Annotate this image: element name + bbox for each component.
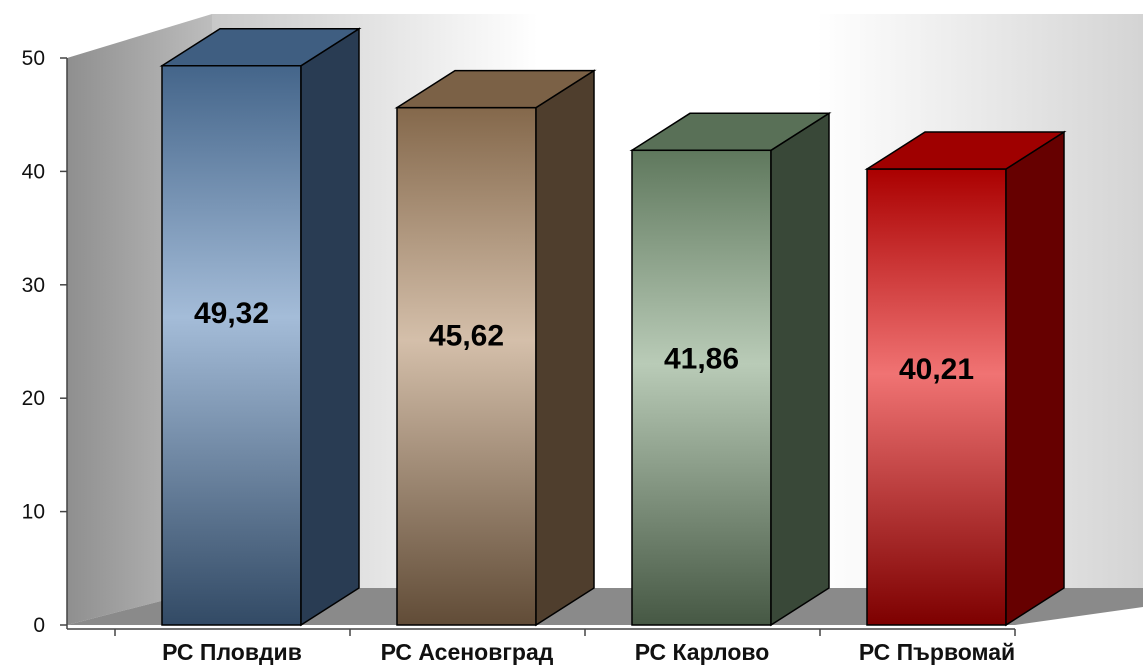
- bar: 49,32: [159, 27, 362, 627]
- bar: 45,62: [394, 69, 597, 627]
- category-label: РС Асеновград: [381, 639, 554, 665]
- y-tick-label: 50: [22, 47, 45, 70]
- bar-front: [396, 106, 537, 626]
- bar-side: [535, 69, 595, 627]
- bar-side: [1005, 130, 1065, 627]
- bar-top: [159, 27, 362, 67]
- bar-side: [300, 27, 360, 627]
- category-label: РС Първомай: [859, 639, 1015, 665]
- data-label: 45,62: [429, 320, 504, 353]
- data-label: 40,21: [899, 353, 974, 386]
- category-label: РС Пловдив: [162, 639, 302, 665]
- y-tick-label: 10: [22, 501, 45, 524]
- bar-top: [629, 112, 832, 152]
- category-label: РС Карлово: [635, 639, 770, 665]
- bar: 40,21: [864, 130, 1067, 627]
- bar-top: [864, 131, 1067, 170]
- bar-front: [161, 64, 302, 626]
- y-tick-label: 30: [22, 274, 45, 297]
- bars-group: 49,32 45,62 41,86 40,21: [159, 27, 1067, 627]
- bar-front: [866, 168, 1007, 626]
- data-label: 49,32: [194, 297, 269, 330]
- y-tick-label: 40: [22, 160, 45, 183]
- y-tick-label: 20: [22, 387, 45, 410]
- bar: 41,86: [629, 111, 832, 627]
- y-axis: 0 10 20 30 40 50: [22, 47, 1015, 637]
- data-label: 41,86: [664, 343, 739, 376]
- y-tick-label: 0: [33, 614, 45, 637]
- category-axis: РС Пловдив РС Асеновград РС Карлово РС Първ…: [114, 629, 1016, 665]
- bar-side: [770, 111, 830, 627]
- bar-front: [631, 149, 772, 626]
- bar-top: [394, 69, 597, 109]
